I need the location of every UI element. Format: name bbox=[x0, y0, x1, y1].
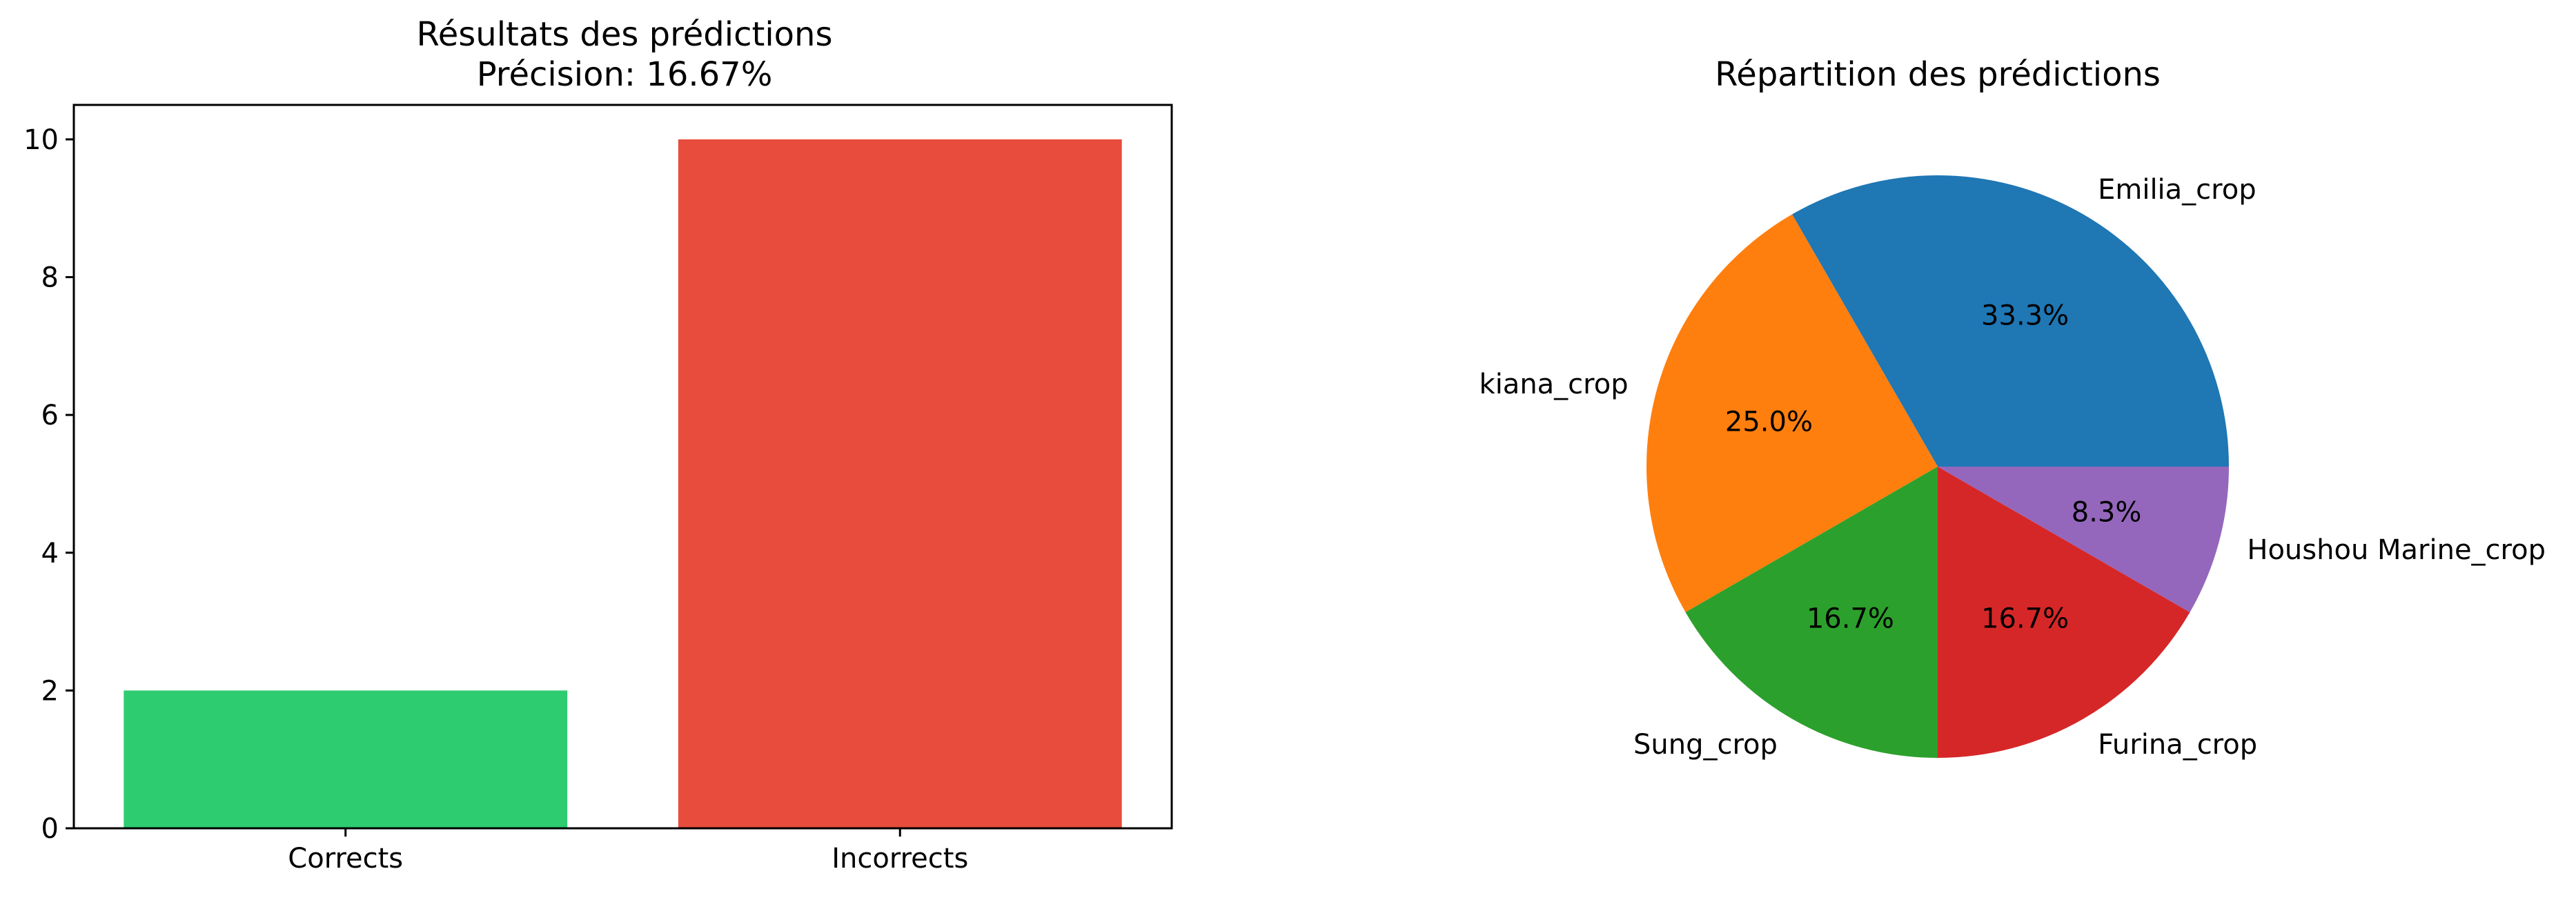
pie-slice-furina_crop bbox=[1938, 467, 2190, 758]
y-tick-label: 8 bbox=[41, 262, 59, 294]
pie-percent-label: 33.3% bbox=[1981, 300, 2069, 332]
pie-label-emilia_crop: Emilia_crop bbox=[2098, 174, 2257, 206]
y-tick-label: 10 bbox=[23, 124, 59, 156]
y-tick-label: 6 bbox=[41, 400, 59, 431]
y-tick-label: 4 bbox=[41, 538, 59, 569]
pie-chart-title: Répartition des prédictions bbox=[1715, 55, 2161, 94]
pie-percent-label: 25.0% bbox=[1725, 406, 1813, 438]
pie-label-houshou-marine_crop: Houshou Marine_crop bbox=[2247, 534, 2546, 566]
pie-slice-emilia_crop bbox=[1792, 175, 2229, 467]
bar-x-axis: Corrects Incorrects bbox=[288, 828, 968, 875]
pie-slice-sung_crop bbox=[1685, 467, 1938, 758]
bar-y-axis: 0 2 4 6 8 10 bbox=[23, 124, 74, 845]
bar-marks bbox=[124, 139, 1122, 828]
pie-chart: Répartition des prédictions Emilia_crop 3… bbox=[1479, 55, 2546, 761]
bar-incorrects bbox=[678, 139, 1122, 828]
x-tick-label-corrects: Corrects bbox=[288, 843, 403, 875]
pie-label-kiana_crop: kiana_crop bbox=[1479, 369, 1629, 400]
pie-percent-label: 8.3% bbox=[2072, 497, 2142, 529]
pie-slice-kiana_crop bbox=[1646, 214, 1938, 612]
pie-percent-label: 16.7% bbox=[1807, 603, 1894, 634]
y-tick-label: 2 bbox=[41, 675, 59, 707]
bar-chart: Résultats des prédictions Précision: 16.… bbox=[23, 15, 1173, 875]
y-tick-label: 0 bbox=[41, 813, 59, 845]
pie-slices bbox=[1646, 175, 2229, 758]
pie-percent-label: 16.7% bbox=[1981, 603, 2069, 634]
pie-label-furina_crop: Furina_crop bbox=[2098, 729, 2257, 761]
pie-label-sung_crop: Sung_crop bbox=[1633, 729, 1778, 761]
pie-labels: Emilia_crop 33.3% kiana_crop 25.0% Sung_crop… bbox=[1479, 174, 2546, 761]
bar-chart-title: Résultats des prédictions bbox=[417, 15, 833, 54]
pie-slice-houshou-marine_crop bbox=[1938, 467, 2229, 612]
bar-axes-frame bbox=[72, 104, 1173, 830]
bar-corrects bbox=[124, 690, 568, 828]
bar-chart-subtitle: Précision: 16.67% bbox=[477, 55, 773, 94]
x-tick-label-incorrects: Incorrects bbox=[832, 843, 968, 875]
